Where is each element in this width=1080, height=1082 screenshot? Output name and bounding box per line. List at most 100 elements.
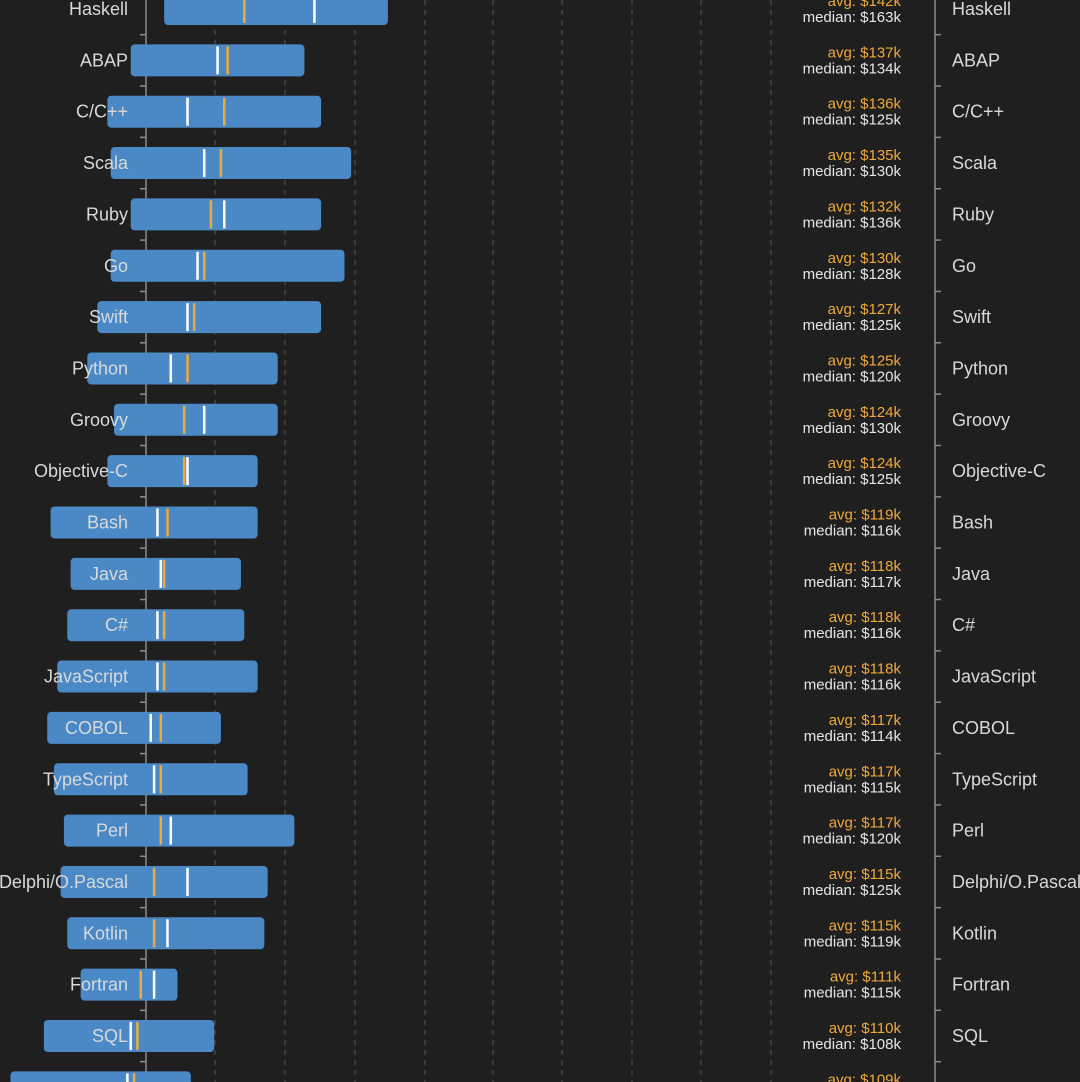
language-label-right: Ruby <box>952 204 994 224</box>
language-label-left: Groovy <box>70 410 128 430</box>
median-value-label: median: $115k <box>804 779 902 796</box>
avg-value-label: avg: $117k <box>829 815 902 832</box>
median-value-label: median: $108k <box>803 1036 902 1053</box>
median-value-label: median: $114k <box>804 728 902 745</box>
iqr-box <box>107 95 322 128</box>
median-value-label: median: $116k <box>804 625 902 642</box>
language-label-right: Swift <box>952 307 991 327</box>
median-value-label: median: $115k <box>804 985 902 1002</box>
avg-value-label: avg: $109k <box>828 1071 902 1082</box>
avg-value-label: avg: $115k <box>829 917 902 934</box>
language-label-right: ABAP <box>952 50 1000 70</box>
row-delphi-o-pascal: Delphi/O.Pascal Delphi/O.Pascal avg: $115k… <box>0 865 1080 909</box>
avg-value-label: avg: $118k <box>829 609 902 626</box>
iqr-box <box>43 1020 215 1052</box>
avg-value-label: avg: $127k <box>828 301 902 318</box>
iqr-box <box>107 455 258 488</box>
language-label-left: Scala <box>83 153 129 173</box>
language-label-right: Haskell <box>952 0 1011 19</box>
language-label-left: Swift <box>89 307 128 327</box>
median-value-label: median: $125k <box>803 317 902 334</box>
iqr-box <box>67 609 245 642</box>
median-value-label: median: $120k <box>803 831 902 848</box>
iqr-box <box>67 917 265 950</box>
grid-lines <box>214 0 772 1082</box>
median-value-label: median: $130k <box>803 163 902 180</box>
language-label-left: Objective-C <box>34 461 128 481</box>
language-label-left: Kotlin <box>83 923 128 943</box>
language-label-left: Python <box>72 358 128 378</box>
avg-value-label: avg: $111k <box>830 969 902 986</box>
iqr-box <box>53 763 248 796</box>
language-label-right: COBOL <box>952 718 1015 738</box>
language-label-right: SQL <box>952 1026 988 1046</box>
median-value-label: median: $125k <box>803 112 902 129</box>
language-label-right: Objective-C <box>952 461 1046 481</box>
avg-value-label: avg: $110k <box>829 1020 902 1037</box>
avg-value-label: avg: $142k <box>828 0 902 10</box>
median-value-label: median: $136k <box>803 214 902 231</box>
avg-value-label: avg: $125k <box>828 352 902 369</box>
iqr-box <box>164 0 388 25</box>
language-label-right: Kotlin <box>952 923 997 943</box>
iqr-box <box>114 403 278 436</box>
median-value-label: median: $120k <box>803 368 902 385</box>
language-label-right: Go <box>952 256 976 276</box>
language-label-left: Fortran <box>70 975 128 995</box>
iqr-box <box>110 249 345 282</box>
avg-value-label: avg: $124k <box>828 455 902 472</box>
language-label-left: Delphi/O.Pascal <box>0 872 128 892</box>
avg-value-label: avg: $118k <box>829 661 902 678</box>
iqr-box <box>110 147 352 180</box>
iqr-box <box>60 865 268 898</box>
avg-value-label: avg: $136k <box>828 96 902 113</box>
median-value-label: median: $130k <box>803 420 902 437</box>
language-label-left: TypeScript <box>43 769 128 789</box>
language-label-left: Go <box>104 256 128 276</box>
language-label-right: Delphi/O.Pascal <box>952 872 1080 892</box>
language-label-right: Java <box>952 564 991 584</box>
median-value-label: median: $119k <box>804 933 902 950</box>
avg-value-label: avg: $117k <box>829 712 902 729</box>
median-value-label: median: $163k <box>803 9 902 26</box>
median-value-label: median: $128k <box>803 266 902 283</box>
language-label-left: JavaScript <box>44 667 128 687</box>
avg-value-label: avg: $124k <box>828 404 902 421</box>
language-label-left: ABAP <box>80 50 128 70</box>
median-value-label: median: $117k <box>804 574 902 591</box>
iqr-box <box>97 301 322 334</box>
language-label-left: Java <box>90 564 129 584</box>
iqr-box <box>130 198 322 231</box>
iqr-box <box>87 352 278 385</box>
avg-value-label: avg: $137k <box>828 44 902 61</box>
language-label-left: Bash <box>87 513 128 533</box>
language-label-left: C/C++ <box>76 102 128 122</box>
language-label-right: JavaScript <box>952 667 1036 687</box>
language-label-left: SQL <box>92 1026 128 1046</box>
language-label-right: Groovy <box>952 410 1010 430</box>
avg-value-label: avg: $118k <box>829 558 902 575</box>
iqr-box <box>10 1071 191 1082</box>
language-label-left: Perl <box>96 821 128 841</box>
language-label-right: Perl <box>952 821 984 841</box>
language-label-left: COBOL <box>65 718 128 738</box>
